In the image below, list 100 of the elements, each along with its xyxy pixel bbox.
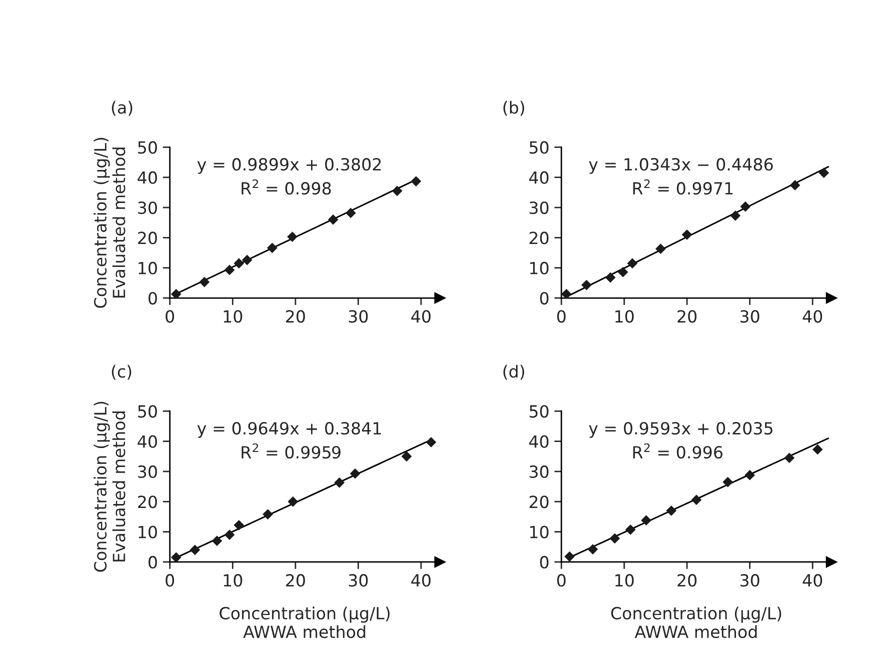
point xyxy=(588,544,598,554)
point xyxy=(581,280,592,290)
x-tick-label: 40 xyxy=(411,310,431,323)
point xyxy=(691,494,702,506)
y-tick-label: 0 xyxy=(148,556,157,569)
y-tick-label: 10 xyxy=(530,526,548,538)
y-tick-label: 10 xyxy=(138,526,157,538)
annotation: R$^{2}$ = 0.9959 xyxy=(242,443,340,459)
y-tick-label: 20 xyxy=(530,232,548,244)
point xyxy=(267,242,278,254)
point xyxy=(287,232,298,242)
point xyxy=(818,168,830,178)
chart-title: (d) xyxy=(503,364,524,380)
y-tick-label: 0 xyxy=(540,556,548,569)
y-tick-label: 20 xyxy=(138,496,157,508)
annotation: R$^{2}$ = 0.998 xyxy=(242,179,331,195)
point xyxy=(740,201,751,212)
y-tick-label: 40 xyxy=(138,435,157,448)
point xyxy=(190,544,200,556)
point xyxy=(170,552,182,562)
annotation: y = 0.9899x + 0.3802 xyxy=(197,158,381,174)
point xyxy=(262,509,274,520)
x-tick-label: 10 xyxy=(615,574,634,587)
y-tick-label: 50 xyxy=(138,141,157,154)
annotation: y = 1.0343x − 0.4486 xyxy=(588,158,773,174)
x-tick-label: 0 xyxy=(166,574,174,587)
point xyxy=(328,214,338,225)
point xyxy=(234,520,244,530)
y-tick-label: 10 xyxy=(530,262,548,274)
point xyxy=(722,476,733,488)
point xyxy=(666,505,676,516)
x-tick-label: 30 xyxy=(348,574,368,587)
x-tick-label: 30 xyxy=(740,574,760,587)
x-axis-title: Concentration (μg/L) AWWA method xyxy=(611,606,782,638)
point xyxy=(640,515,652,526)
point xyxy=(655,244,666,254)
y-axis-title: Concentration (μg/L) Evaluated method xyxy=(94,402,126,572)
point xyxy=(401,451,412,462)
point xyxy=(610,533,620,544)
x-tick-label: 20 xyxy=(678,310,696,323)
x-tick-label: 0 xyxy=(557,574,566,587)
x-tick-label: 40 xyxy=(802,574,822,587)
point xyxy=(224,530,235,540)
point xyxy=(346,208,356,218)
point xyxy=(410,176,422,186)
point xyxy=(224,264,235,276)
y-tick-label: 30 xyxy=(530,465,548,478)
chart-title: (c) xyxy=(112,364,132,380)
y-tick-label: 10 xyxy=(138,262,157,274)
point xyxy=(212,536,222,546)
x-tick-label: 40 xyxy=(411,574,431,587)
point xyxy=(744,470,755,480)
x-tick-label: 10 xyxy=(224,574,242,587)
point xyxy=(784,452,795,464)
y-tick-label: 50 xyxy=(138,405,157,418)
y-tick-label: 0 xyxy=(148,292,157,305)
y-tick-label: 0 xyxy=(540,292,548,305)
x-tick-label: 20 xyxy=(286,310,305,323)
point xyxy=(350,468,360,479)
annotation: R$^{2}$ = 0.996 xyxy=(633,443,722,459)
y-tick-label: 20 xyxy=(138,232,157,244)
point xyxy=(605,272,616,283)
annotation: y = 0.9593x + 0.2035 xyxy=(588,422,772,438)
point xyxy=(564,551,575,562)
point xyxy=(790,180,800,190)
x-tick-label: 10 xyxy=(615,310,634,323)
y-tick-label: 30 xyxy=(138,465,157,478)
x-tick-label: 0 xyxy=(557,310,566,323)
point xyxy=(170,288,182,298)
point xyxy=(288,496,298,507)
point xyxy=(199,276,210,288)
point xyxy=(242,254,252,266)
point xyxy=(625,524,636,535)
point xyxy=(392,186,402,196)
point xyxy=(561,288,572,298)
x-tick-label: 10 xyxy=(224,310,242,323)
chart-title: (a) xyxy=(112,100,132,116)
y-tick-label: 50 xyxy=(530,405,548,418)
x-tick-label: 30 xyxy=(348,310,368,323)
y-tick-label: 40 xyxy=(529,171,548,184)
point xyxy=(618,266,628,278)
x-tick-label: 40 xyxy=(802,310,822,323)
y-tick-label: 20 xyxy=(530,496,548,508)
x-tick-label: 20 xyxy=(678,574,696,587)
chart-title: (b) xyxy=(503,100,524,116)
y-tick-label: 40 xyxy=(138,171,157,184)
point xyxy=(682,229,692,240)
point xyxy=(627,258,638,269)
annotation: y = 0.9649x + 0.3841 xyxy=(197,422,381,438)
point xyxy=(426,437,436,448)
y-tick-label: 40 xyxy=(529,435,548,448)
point xyxy=(812,444,823,455)
point xyxy=(234,258,244,269)
y-tick-label: 50 xyxy=(530,141,548,154)
x-tick-label: 30 xyxy=(740,310,760,323)
y-tick-label: 30 xyxy=(530,201,548,214)
y-tick-label: 30 xyxy=(138,201,157,214)
annotation: R$^{2}$ = 0.9971 xyxy=(633,179,733,195)
x-tick-label: 0 xyxy=(166,310,174,323)
point xyxy=(730,210,741,221)
